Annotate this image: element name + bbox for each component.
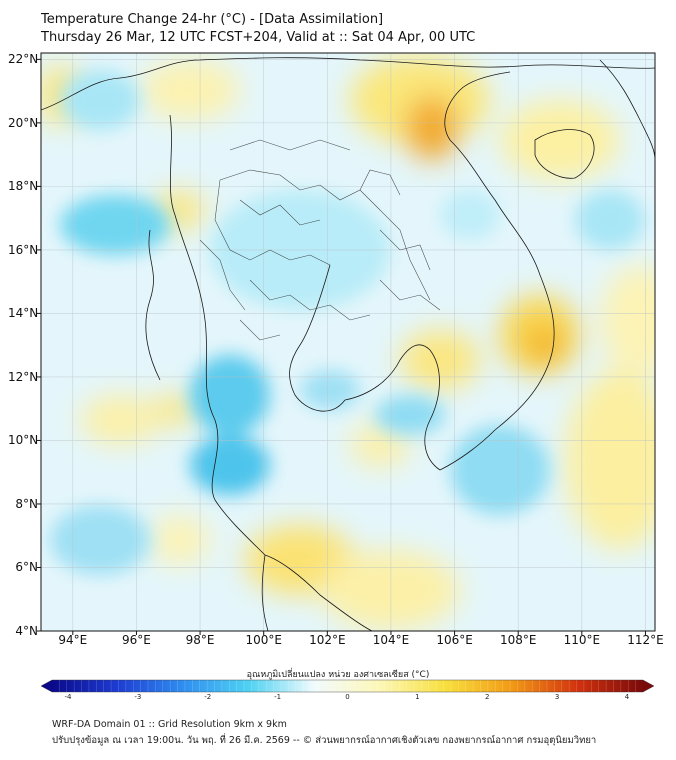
map-frame (40, 52, 656, 632)
longitude-label: 106°E (436, 633, 473, 647)
colorbar-tick-label: 1 (415, 693, 420, 701)
colorbar-gradient (40, 679, 655, 693)
colorbar-tick-label: -1 (274, 693, 282, 701)
longitude-label: 110°E (563, 633, 601, 647)
axis-ticks (37, 58, 646, 635)
latitude-label: 8°N (15, 496, 38, 511)
temperature-field (41, 53, 655, 631)
latitude-label: 22°N (8, 52, 39, 67)
longitude-label: 98°E (185, 633, 215, 647)
cool-anomaly-blobs (50, 70, 645, 575)
latitude-label: 10°N (8, 433, 39, 448)
colorbar-divisions (59, 680, 636, 692)
latitude-label: 14°N (8, 306, 39, 321)
longitude-label: 104°E (372, 633, 410, 647)
longitude-label: 102°E (309, 633, 346, 647)
colorbar-tick-label: 4 (624, 693, 630, 701)
coastline-outlines (41, 57, 655, 631)
latitude-label: 20°N (8, 115, 39, 130)
map-title: Temperature Change 24-hr (°C) - [Data As… (41, 12, 384, 27)
colorbar-tick-label: -3 (134, 693, 142, 701)
map-subtitle: Thursday 26 Mar, 12 UTC FCST+204, Valid … (41, 30, 476, 45)
latitude-label: 6°N (15, 560, 38, 575)
province-boundaries (199, 139, 441, 341)
update-credit-text: ปรับปรุงข้อมูล ณ เวลา 19:00น. วัน พฤ. ที… (52, 735, 597, 746)
longitude-label: 108°E (499, 633, 537, 647)
colorbar-tick-label: 0 (345, 693, 350, 701)
latitude-label: 12°N (8, 369, 39, 384)
latitude-label: 16°N (8, 242, 39, 257)
colorbar (40, 679, 655, 693)
colorbar-title: อุณหภูมิเปลี่ยนแปลง หน่วย องศาเซลเซียส (… (246, 670, 430, 680)
model-info-text: WRF-DA Domain 01 :: Grid Resolution 9km … (52, 719, 287, 730)
longitude-label: 94°E (58, 633, 88, 647)
colorbar-tick-label: 3 (554, 693, 560, 701)
colorbar-tick-label: -4 (64, 693, 72, 701)
graticule-lines (41, 53, 655, 631)
colorbar-tick-label: -2 (204, 693, 212, 701)
longitude-label: 112°E (627, 633, 664, 647)
colorbar-tick-label: 2 (485, 693, 490, 701)
longitude-label: 96°E (122, 633, 151, 647)
longitude-label: 100°E (245, 633, 282, 647)
latitude-label: 18°N (8, 179, 39, 194)
latitude-label: 4°N (15, 624, 38, 638)
